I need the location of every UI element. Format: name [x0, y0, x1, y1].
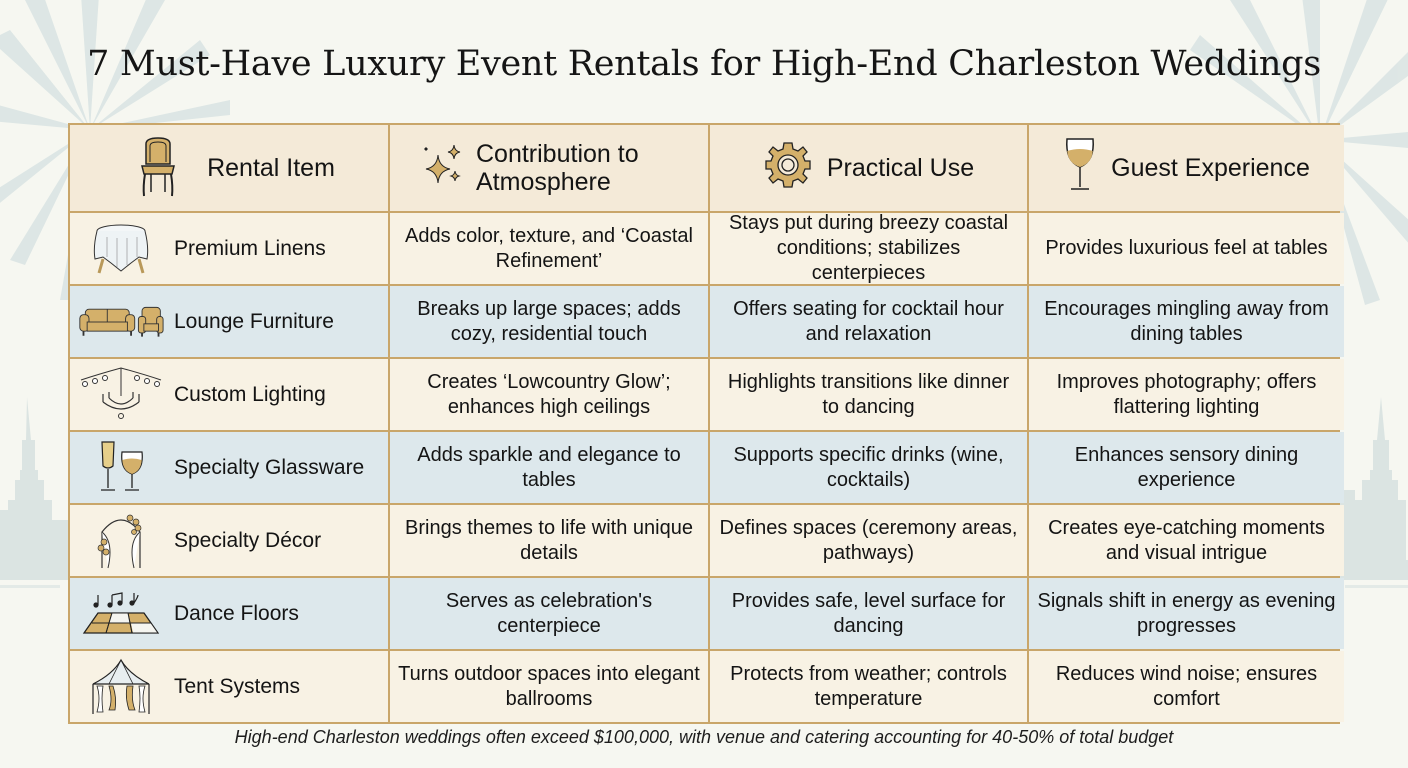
column-header-label: Guest Experience [1111, 154, 1310, 182]
atmosphere-cell: Turns outdoor spaces into elegant ballro… [390, 651, 708, 722]
wine-glass-icon [1063, 137, 1097, 199]
footnote: High-end Charleston weddings often excee… [234, 727, 1174, 747]
rental-item-name: Dance Floors [174, 602, 299, 625]
champagne-wine-glasses-icon [78, 440, 164, 496]
guest-experience-cell: Reduces wind noise; ensures comfort [1029, 651, 1344, 722]
gear-icon [763, 140, 813, 196]
column-header-label: Rental Item [207, 154, 335, 182]
atmosphere-cell: Breaks up large spaces; adds cozy, resid… [390, 286, 708, 357]
row-item-premium-linens: Premium Linens [70, 213, 388, 284]
sparkles-icon [422, 143, 466, 193]
rental-item-name: Specialty Décor [174, 529, 322, 552]
tablecloth-icon [78, 223, 164, 275]
practical-use-cell: Offers seating for cocktail hour and rel… [710, 286, 1027, 357]
column-header-practical-use: Practical Use [710, 125, 1027, 211]
practical-use-cell: Supports specific drinks (wine, cocktail… [710, 432, 1027, 503]
rentals-table: Rental Item Contribution to Atmosphere [68, 123, 1344, 724]
guest-experience-cell: Creates eye-catching moments and visual … [1029, 505, 1344, 576]
practical-use-cell: Provides safe, level surface for dancing [710, 578, 1027, 649]
rental-item-name: Tent Systems [174, 675, 301, 698]
row-item-tent-systems: Tent Systems [70, 651, 388, 722]
row-item-lounge-furniture: Lounge Furniture [70, 286, 388, 357]
guest-experience-cell: Signals shift in energy as evening progr… [1029, 578, 1344, 649]
chair-icon [123, 136, 193, 200]
tent-icon [78, 658, 164, 716]
rental-item-name: Custom Lighting [174, 383, 326, 406]
rental-item-name: Premium Linens [174, 237, 326, 260]
practical-use-cell: Highlights transitions like dinner to da… [710, 359, 1027, 430]
column-header-rental-item: Rental Item [70, 125, 388, 211]
guest-experience-cell: Encourages mingling away from dining tab… [1029, 286, 1344, 357]
dance-floor-music-icon [78, 591, 164, 637]
guest-experience-cell: Provides luxurious feel at tables [1029, 213, 1344, 284]
page-title: 7 Must-Have Luxury Event Rentals for Hig… [87, 44, 1321, 84]
column-header-atmosphere: Contribution to Atmosphere [390, 125, 708, 211]
guest-experience-cell: Improves photography; offers flattering … [1029, 359, 1344, 430]
column-header-label: Practical Use [826, 154, 975, 182]
row-item-specialty-glassware: Specialty Glassware [70, 432, 388, 503]
church-steeple-right-icon [1340, 397, 1408, 588]
column-header-label: Contribution to Atmosphere [476, 140, 639, 196]
sofa-armchair-icon [78, 304, 164, 340]
row-item-custom-lighting: Custom Lighting [70, 359, 388, 430]
rental-item-name: Specialty Glassware [174, 456, 365, 479]
atmosphere-cell: Creates ‘Lowcountry Glow’; enhances high… [390, 359, 708, 430]
rental-item-name: Lounge Furniture [174, 310, 334, 333]
atmosphere-cell: Adds color, texture, and ‘Coastal Refine… [390, 213, 708, 284]
row-item-dance-floors: Dance Floors [70, 578, 388, 649]
practical-use-cell: Defines spaces (ceremony areas, pathways… [710, 505, 1027, 576]
church-steeple-left-icon [0, 397, 68, 588]
atmosphere-cell: Adds sparkle and elegance to tables [390, 432, 708, 503]
column-header-guest-experience: Guest Experience [1029, 125, 1344, 211]
guest-experience-cell: Enhances sensory dining experience [1029, 432, 1344, 503]
atmosphere-cell: Serves as celebration's centerpiece [390, 578, 708, 649]
floral-arch-icon [78, 512, 164, 570]
practical-use-cell: Stays put during breezy coastal conditio… [710, 212, 1027, 284]
atmosphere-cell: Brings themes to life with unique detail… [390, 505, 708, 576]
chandelier-string-lights-icon [78, 366, 164, 424]
practical-use-cell: Protects from weather; controls temperat… [710, 651, 1027, 722]
row-item-specialty-decor: Specialty Décor [70, 505, 388, 576]
